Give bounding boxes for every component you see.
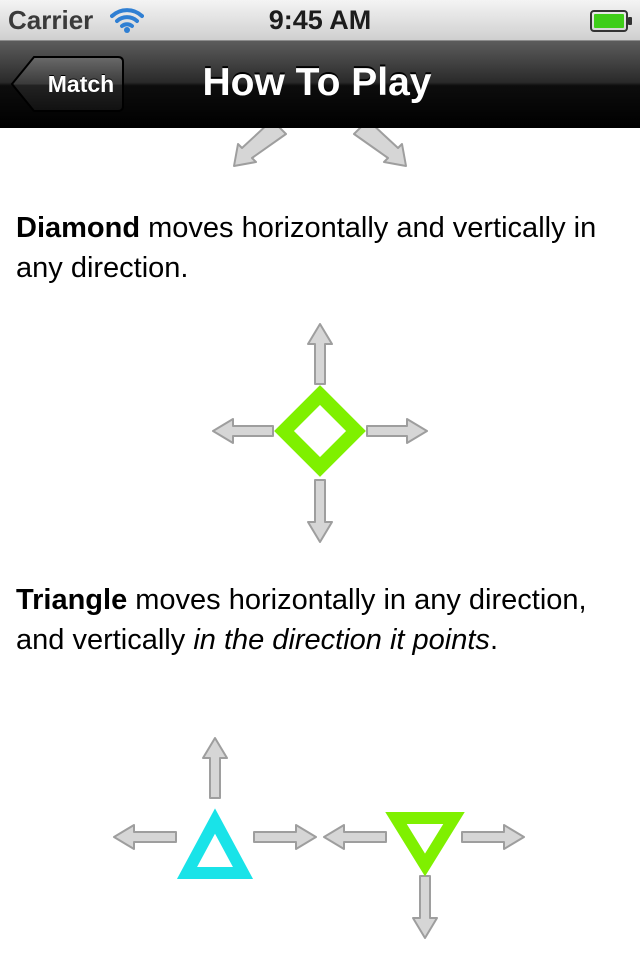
- triangle-moves-illustration: [113, 737, 525, 939]
- arrow-left-icon: [323, 824, 387, 850]
- back-button-label: Match: [47, 71, 115, 97]
- triangle-text-1: moves horizontally in any direction, and…: [16, 584, 587, 656]
- page-title: How To Play: [202, 61, 432, 104]
- arrow-right-icon: [253, 824, 317, 850]
- triangle-text-2: .: [489, 624, 498, 656]
- arrow-up-icon: [307, 323, 333, 385]
- wifi-icon: [110, 6, 144, 39]
- diamond-description: Diamond moves horizontally and verticall…: [16, 208, 631, 288]
- diamond-name: Diamond: [16, 212, 141, 244]
- arrow-right-icon: [461, 824, 525, 850]
- diagonal-arrows-icon: [233, 128, 407, 167]
- triangle-up-icon: [176, 808, 254, 879]
- carrier-label: Carrier: [8, 5, 94, 35]
- clock: 9:45 AM: [268, 5, 372, 35]
- diamond-moves-illustration: [212, 323, 428, 543]
- diamond-shape-icon: [274, 385, 366, 477]
- status-bar: Carrier 9:45 AM: [0, 0, 640, 41]
- triangle-down-icon: [385, 812, 465, 877]
- triangle-text-italic: in the direction it points: [193, 624, 490, 656]
- arrow-left-icon: [212, 418, 274, 444]
- arrow-left-icon: [113, 824, 177, 850]
- triangle-description: Triangle moves horizontally in any direc…: [16, 580, 631, 660]
- arrow-down-icon: [307, 479, 333, 543]
- arrow-up-icon: [202, 737, 228, 799]
- triangle-name: Triangle: [16, 584, 128, 616]
- navigation-bar: Match How To Play: [0, 41, 640, 128]
- arrow-down-icon: [412, 875, 438, 939]
- diamond-text: moves horizontally and vertically in any…: [16, 212, 597, 284]
- arrow-right-icon: [366, 418, 428, 444]
- battery-icon: [590, 10, 634, 37]
- content-area: Diamond moves horizontally and verticall…: [0, 128, 640, 960]
